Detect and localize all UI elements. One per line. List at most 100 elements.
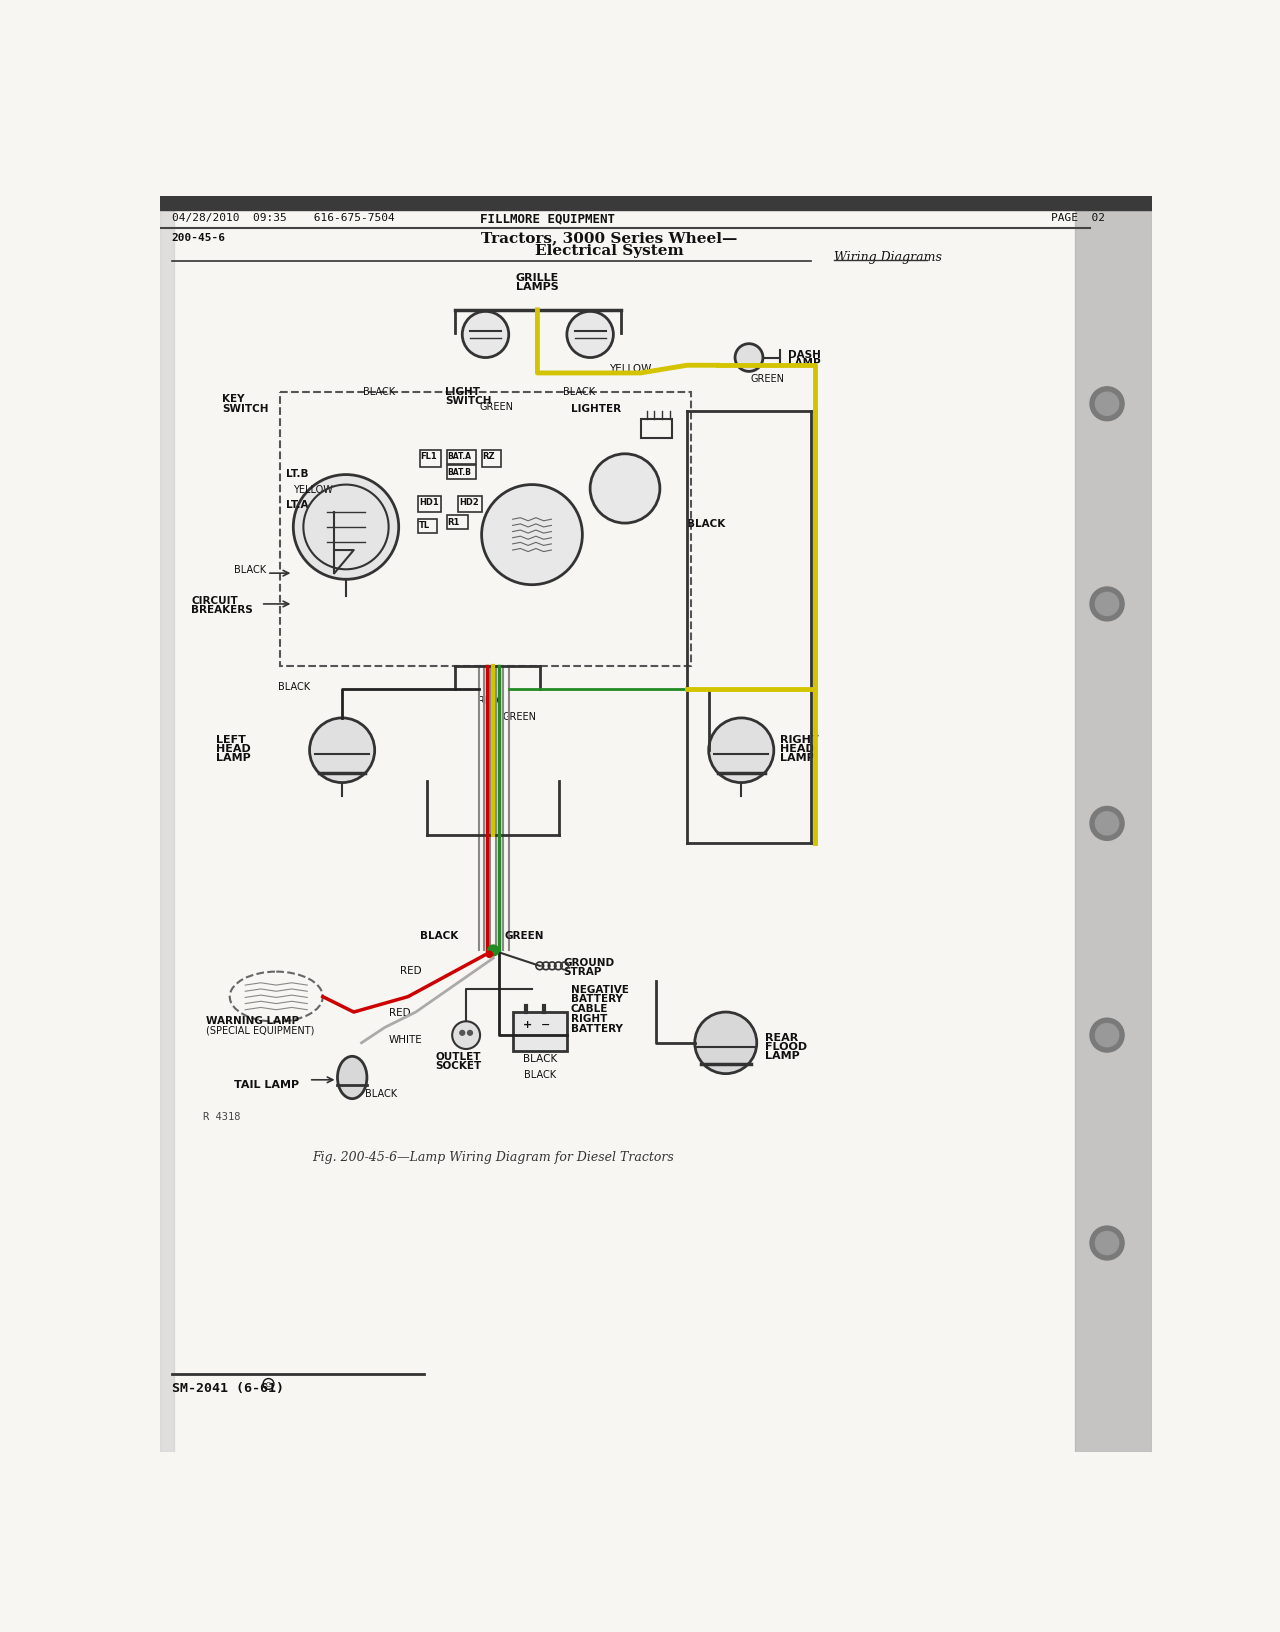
Text: LT.A: LT.A <box>287 499 308 509</box>
Text: HD1: HD1 <box>419 498 439 508</box>
Text: GREEN: GREEN <box>750 374 785 385</box>
Text: LAMP: LAMP <box>764 1051 799 1061</box>
Text: BAT.B: BAT.B <box>448 468 471 477</box>
Bar <box>640 419 672 439</box>
Text: CABLE: CABLE <box>571 1004 608 1013</box>
Circle shape <box>1096 811 1119 836</box>
Circle shape <box>1096 592 1119 615</box>
Circle shape <box>1091 588 1124 620</box>
Circle shape <box>310 718 375 783</box>
Text: OUTLET: OUTLET <box>435 1053 480 1062</box>
Text: LAMP: LAMP <box>780 754 815 764</box>
Circle shape <box>709 718 774 783</box>
Text: WHITE: WHITE <box>389 1035 422 1044</box>
Circle shape <box>462 312 508 357</box>
Circle shape <box>1091 806 1124 840</box>
Text: GREEN: GREEN <box>503 712 536 721</box>
Bar <box>512 1012 567 1051</box>
Text: REAR: REAR <box>764 1033 797 1043</box>
Text: BREAKERS: BREAKERS <box>191 605 252 615</box>
Text: RED: RED <box>477 697 498 707</box>
Text: SWITCH: SWITCH <box>445 397 492 406</box>
Bar <box>458 496 481 511</box>
Text: BLACK: BLACK <box>563 387 595 397</box>
Bar <box>1074 196 1152 1452</box>
Text: LAMP: LAMP <box>787 359 820 369</box>
Text: FILLMORE EQUIPMENT: FILLMORE EQUIPMENT <box>480 212 614 225</box>
Text: FL1: FL1 <box>420 452 438 462</box>
Text: LIGHTER: LIGHTER <box>571 403 621 415</box>
Text: GRILLE: GRILLE <box>516 273 559 282</box>
Text: SM-2041 (6-61): SM-2041 (6-61) <box>172 1382 284 1395</box>
Circle shape <box>486 951 493 958</box>
Text: DASH: DASH <box>787 349 820 359</box>
Text: LIGHT: LIGHT <box>445 387 480 397</box>
Text: (SPECIAL EQUIPMENT): (SPECIAL EQUIPMENT) <box>206 1025 315 1035</box>
Text: 200-45-6: 200-45-6 <box>172 233 225 243</box>
Text: R 4318: R 4318 <box>202 1111 241 1123</box>
Text: HEAD: HEAD <box>216 744 251 754</box>
Text: R1: R1 <box>448 517 460 527</box>
Bar <box>419 496 442 511</box>
Circle shape <box>567 312 613 357</box>
Text: BLACK: BLACK <box>364 387 396 397</box>
Text: BLACK: BLACK <box>522 1054 557 1064</box>
Circle shape <box>590 454 660 524</box>
Text: 04/28/2010  09:35    616-675-7504: 04/28/2010 09:35 616-675-7504 <box>172 212 394 224</box>
Text: −: − <box>541 1020 550 1030</box>
Text: BATTERY: BATTERY <box>571 1023 622 1033</box>
Text: RIGHT: RIGHT <box>780 734 819 744</box>
Text: C: C <box>265 1382 270 1389</box>
Circle shape <box>481 485 582 584</box>
Text: +: + <box>522 1020 532 1030</box>
Text: RZ: RZ <box>483 452 495 462</box>
Text: STRAP: STRAP <box>563 968 602 978</box>
Circle shape <box>293 475 398 579</box>
Text: HD2: HD2 <box>460 498 479 508</box>
Text: BLACK: BLACK <box>420 932 458 942</box>
Text: Electrical System: Electrical System <box>535 243 684 258</box>
Text: YELLOW: YELLOW <box>609 364 652 374</box>
Text: GROUND: GROUND <box>563 958 614 968</box>
Text: Fig. 200-45-6—Lamp Wiring Diagram for Diesel Tractors: Fig. 200-45-6—Lamp Wiring Diagram for Di… <box>312 1151 675 1164</box>
Text: LAMPS: LAMPS <box>516 282 559 292</box>
Text: HEAD: HEAD <box>780 744 815 754</box>
Circle shape <box>1091 387 1124 421</box>
Text: BATTERY: BATTERY <box>571 994 622 1004</box>
Text: KEY: KEY <box>221 395 244 405</box>
Text: BLACK: BLACK <box>524 1071 556 1080</box>
Text: GREEN: GREEN <box>479 401 513 413</box>
Text: GREEN: GREEN <box>504 932 544 942</box>
Bar <box>447 465 476 480</box>
Circle shape <box>1091 1018 1124 1053</box>
Text: YELLOW: YELLOW <box>293 485 333 494</box>
Text: RIGHT: RIGHT <box>571 1015 607 1025</box>
Text: TAIL LAMP: TAIL LAMP <box>234 1080 298 1090</box>
Text: BLACK: BLACK <box>687 519 726 529</box>
Circle shape <box>488 945 499 956</box>
Text: RED: RED <box>401 966 422 976</box>
Text: Wiring Diagrams: Wiring Diagrams <box>835 251 942 264</box>
Circle shape <box>1096 392 1119 415</box>
Bar <box>160 196 1152 209</box>
Circle shape <box>735 344 763 372</box>
Text: RED: RED <box>389 1009 411 1018</box>
Circle shape <box>452 1022 480 1049</box>
Bar <box>420 450 442 467</box>
Text: BLACK: BLACK <box>278 682 310 692</box>
Text: Tractors, 3000 Series Wheel—: Tractors, 3000 Series Wheel— <box>481 232 737 245</box>
Text: SOCKET: SOCKET <box>435 1061 481 1071</box>
Text: BAT.A: BAT.A <box>448 452 471 462</box>
Bar <box>447 516 468 529</box>
Text: FLOOD: FLOOD <box>764 1043 806 1053</box>
Circle shape <box>695 1012 756 1074</box>
Circle shape <box>467 1030 474 1036</box>
Circle shape <box>1096 1232 1119 1255</box>
Bar <box>160 196 174 1452</box>
Text: NEGATIVE: NEGATIVE <box>571 986 628 996</box>
Circle shape <box>460 1030 466 1036</box>
Text: LAMP: LAMP <box>216 754 251 764</box>
Text: LT.B: LT.B <box>287 468 308 480</box>
Bar <box>419 519 438 534</box>
Text: WARNING LAMP: WARNING LAMP <box>206 1015 300 1027</box>
